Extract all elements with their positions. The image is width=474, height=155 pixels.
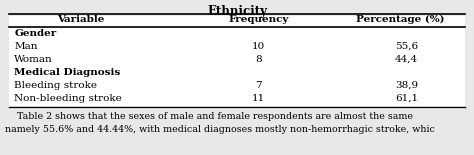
Text: namely 55.6% and 44.44%, with medical diagnoses mostly non-hemorrhagic stroke, w: namely 55.6% and 44.44%, with medical di… <box>5 125 435 134</box>
Text: Percentage (%): Percentage (%) <box>356 15 445 24</box>
Text: Ethnicity: Ethnicity <box>207 5 267 18</box>
Text: 55,6: 55,6 <box>395 42 418 51</box>
Text: Frequency: Frequency <box>228 15 289 24</box>
Text: Bleeding stroke: Bleeding stroke <box>14 81 97 90</box>
Text: 61,1: 61,1 <box>395 94 418 103</box>
Text: 38,9: 38,9 <box>395 81 418 90</box>
Text: 10: 10 <box>252 42 265 51</box>
Text: Variable: Variable <box>57 15 104 24</box>
Text: Man: Man <box>14 42 38 51</box>
Text: Woman: Woman <box>14 55 53 64</box>
Text: Medical Diagnosis: Medical Diagnosis <box>14 68 120 77</box>
Text: 8: 8 <box>255 55 262 64</box>
Text: Table 2 shows that the sexes of male and female respondents are almost the same: Table 2 shows that the sexes of male and… <box>5 112 413 121</box>
Text: 7: 7 <box>255 81 262 90</box>
Text: 11: 11 <box>252 94 265 103</box>
Text: Non-bleeding stroke: Non-bleeding stroke <box>14 94 122 103</box>
Text: 44,4: 44,4 <box>395 55 418 64</box>
Text: Gender: Gender <box>14 29 56 38</box>
